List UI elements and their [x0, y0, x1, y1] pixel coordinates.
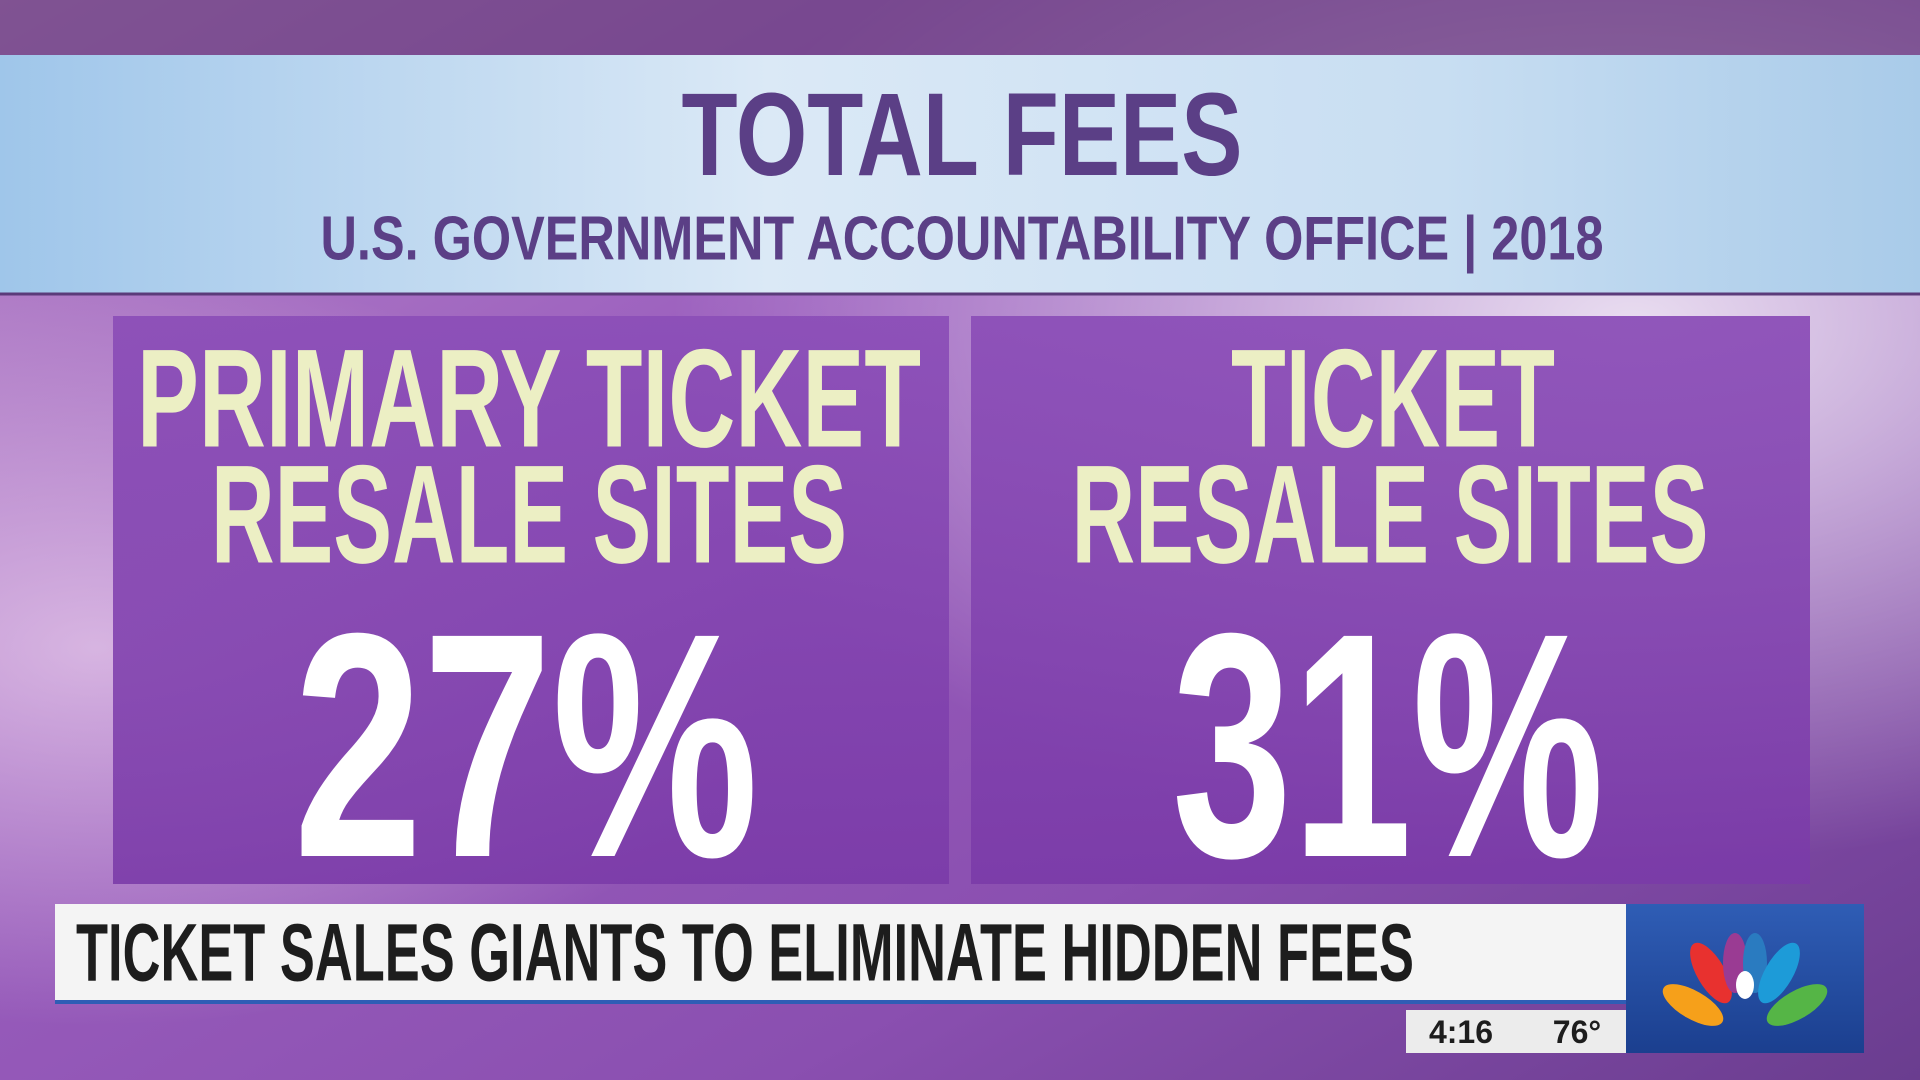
- headline-bar: [55, 904, 1626, 1002]
- panel-label: PRIMARY TICKET: [137, 320, 921, 477]
- peacock-body: [1736, 971, 1754, 999]
- top-edge: [0, 0, 1920, 55]
- feather: [1766, 984, 1828, 1026]
- feather: [1662, 984, 1724, 1026]
- temperature: 76°: [1553, 1014, 1601, 1050]
- peacock-logo: [1662, 933, 1828, 1026]
- subtitle: U.S. GOVERNMENT ACCOUNTABILITY OFFICE | …: [321, 205, 1604, 275]
- info-bar: [1406, 1010, 1626, 1053]
- panel-label: RESALE SITES: [211, 436, 847, 593]
- time: 4:16: [1429, 1014, 1493, 1050]
- header-band: [0, 55, 1920, 294]
- headline-rule: [55, 1000, 1626, 1004]
- title: TOTAL FEES: [682, 69, 1243, 201]
- panel-value: 27%: [294, 566, 759, 924]
- panel: [113, 316, 949, 884]
- headline: TICKET SALES GIANTS TO ELIMINATE HIDDEN …: [76, 908, 1414, 999]
- feather: [1758, 942, 1800, 1004]
- panel-value: 31%: [1172, 566, 1604, 924]
- feather: [1690, 942, 1732, 1004]
- panel-label: RESALE SITES: [1072, 436, 1709, 593]
- panel: [971, 316, 1810, 884]
- panel-label: TICKET: [1231, 320, 1555, 477]
